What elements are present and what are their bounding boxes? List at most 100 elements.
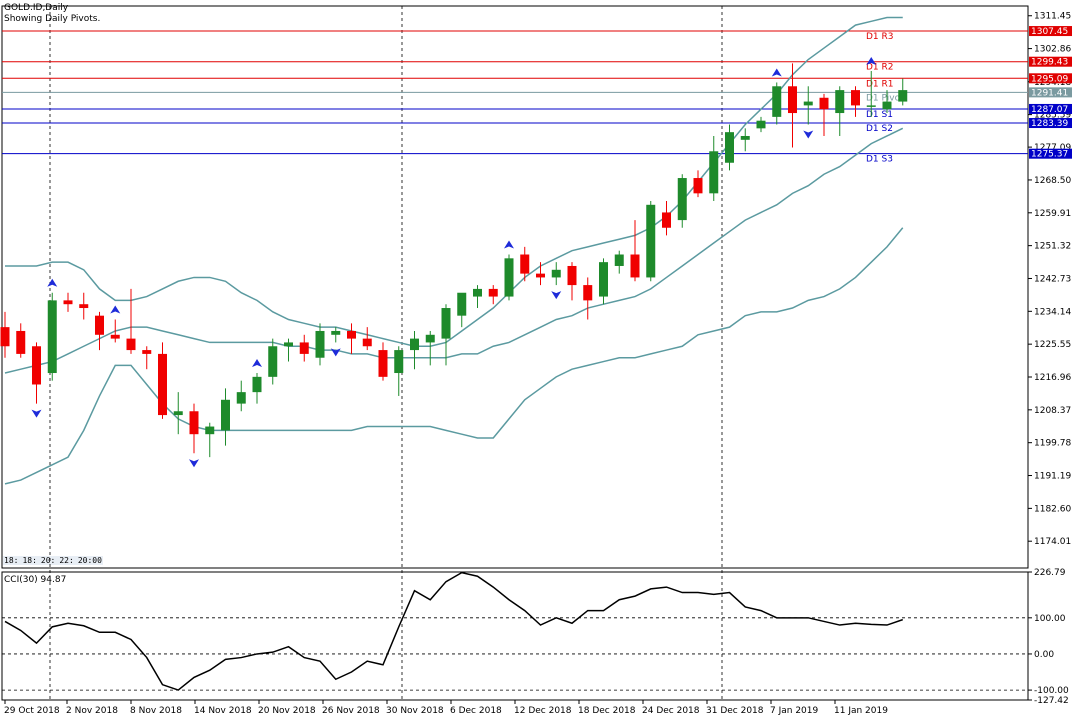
x-tick-label: 12 Dec 2018: [514, 706, 572, 716]
fractal-down-marker: [189, 459, 199, 468]
bear-candle: [32, 346, 41, 385]
time-stamps: 18: 18: 20: 22: 20:00: [3, 556, 103, 565]
symbol-title: GOLD.ID,Daily: [4, 3, 69, 13]
bull-candle: [504, 258, 514, 297]
x-tick-label: 29 Oct 2018: [4, 706, 60, 716]
fractal-down-marker: [31, 409, 42, 418]
price-tick-label: 1242.73: [1034, 274, 1071, 284]
bull-candle: [47, 300, 57, 374]
price-tick-label: 1234.14: [1034, 307, 1071, 317]
bear-candle: [788, 86, 797, 114]
x-tick-label: 31 Dec 2018: [706, 706, 764, 716]
price-tag-box: [1029, 26, 1072, 37]
price-tag-box: [1029, 56, 1072, 67]
price-tag-box: [1029, 73, 1072, 84]
bear-candle: [583, 285, 593, 301]
bear-candle: [362, 338, 372, 347]
cci-pane-frame: [1, 571, 1029, 701]
price-tick-label: 1216.96: [1034, 373, 1071, 383]
bull-candle: [882, 101, 892, 110]
price-tick-label: 1285.59: [1034, 111, 1071, 121]
x-tick-label: 20 Nov 2018: [258, 706, 316, 716]
fractal-up-marker: [504, 240, 514, 249]
price-tag-label: 1283.39: [1031, 119, 1068, 129]
bull-candle: [756, 120, 766, 129]
bull-candle: [457, 292, 467, 316]
bear-candle: [347, 330, 356, 339]
price-tick-label: 1208.37: [1034, 406, 1071, 416]
bollinger-lower-line: [4, 227, 904, 485]
bear-candle: [662, 212, 671, 228]
bear-candle: [536, 273, 545, 278]
bull-candle: [709, 151, 719, 194]
bear-candle: [158, 353, 167, 416]
bear-candle: [16, 330, 26, 354]
bull-candle: [205, 426, 215, 435]
bear-candle: [63, 300, 73, 305]
bear-candle: [95, 315, 104, 335]
fractal-up-marker: [110, 305, 121, 314]
bear-candle: [630, 254, 640, 278]
bull-candle: [866, 105, 876, 107]
bear-candle: [378, 350, 388, 377]
price-tick-label: 1268.50: [1034, 176, 1071, 186]
bull-candle: [614, 254, 624, 266]
bear-candle: [142, 350, 152, 354]
bull-candle: [677, 178, 687, 221]
bull-candle: [473, 288, 482, 297]
pivot-label: D1 S2: [866, 124, 893, 134]
price-tick-label: 1302.86: [1034, 45, 1071, 55]
bollinger-upper-line: [5, 16, 903, 348]
time-stamp: 18:: [4, 556, 19, 565]
price-tag-label: 1287.07: [1031, 105, 1068, 115]
price-tick-label: 1277.09: [1034, 143, 1071, 153]
price-tick-label: 1199.78: [1034, 439, 1071, 449]
bull-candle: [410, 338, 419, 351]
bear-candle: [110, 334, 120, 339]
x-tick-label: 26 Nov 2018: [322, 706, 380, 716]
bull-candle: [425, 334, 435, 343]
pivot-label: D1 Pivot: [866, 93, 904, 103]
bear-candle: [0, 327, 10, 347]
pivot-label: D1 R2: [866, 63, 894, 73]
price-tag-box: [1029, 148, 1072, 159]
bear-candle: [189, 411, 199, 435]
price-tag-box: [1029, 87, 1072, 98]
price-tag-label: 1291.41: [1031, 88, 1068, 98]
price-tag-label: 1307.45: [1031, 27, 1068, 37]
fractal-down-marker: [551, 291, 562, 300]
cci-indicator-label: CCI(30) 94.87: [4, 575, 67, 585]
time-stamp: 20:: [40, 556, 56, 565]
bull-candle: [803, 101, 813, 106]
price-tag-label: 1295.09: [1031, 74, 1068, 84]
bull-candle: [173, 411, 183, 416]
price-tick-label: 1174.01: [1034, 537, 1071, 547]
bull-candle: [835, 90, 845, 114]
bull-candle: [772, 86, 782, 117]
bull-candle: [315, 330, 325, 358]
bull-candle: [740, 135, 750, 140]
bear-candle: [693, 178, 703, 194]
cci-tick-label: -127.42: [1034, 696, 1069, 706]
pivots-subtitle: Showing Daily Pivots.: [4, 14, 101, 24]
x-tick-label: 2 Nov 2018: [66, 706, 118, 716]
bull-candle: [268, 346, 278, 377]
bollinger-middle-line: [4, 127, 904, 374]
bear-candle: [488, 288, 498, 297]
bull-candle: [236, 392, 246, 404]
price-tick-label: 1225.55: [1034, 340, 1071, 350]
pivot-label: D1 S3: [866, 155, 893, 165]
time-stamp: 22:: [59, 556, 74, 565]
bull-candle: [394, 350, 404, 374]
pivot-label: D1 R1: [866, 79, 894, 89]
bull-candle: [252, 376, 262, 393]
x-tick-label: 24 Dec 2018: [642, 706, 700, 716]
time-stamp: 20:00: [77, 556, 102, 565]
bull-candle: [284, 342, 293, 347]
cci-tick-label: 0.00: [1034, 650, 1054, 660]
bear-candle: [299, 342, 309, 354]
price-tag-label: 1275.37: [1031, 150, 1068, 160]
price-tick-label: 1259.91: [1034, 209, 1071, 219]
bear-candle: [79, 304, 89, 309]
